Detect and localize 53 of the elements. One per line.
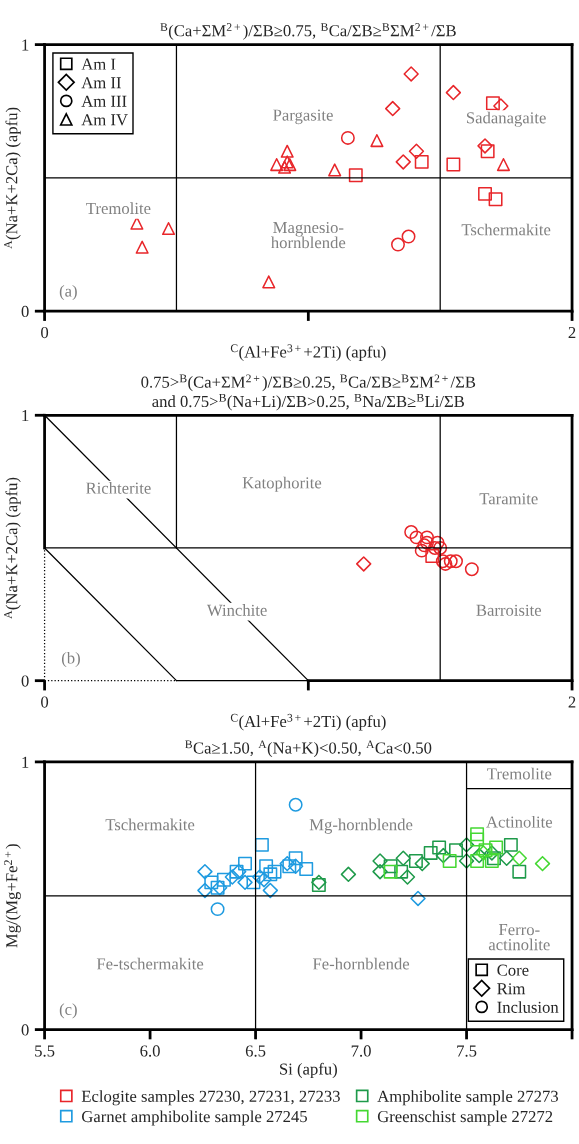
y-tick-label: 1 [22,39,29,51]
legend-label: Am I [81,58,116,70]
y-tick-label: 1 [22,410,29,422]
y-axis-title: Mg/(Mg+Fe$^{2+}$) [4,844,21,948]
legend-label: Am II [81,77,121,89]
annotation: Fe-hornblende [312,957,410,970]
annotation: Fe-tschermakite [96,957,204,970]
chart-title: 0.75>$^{B}$(Ca+ΣM$^{2+}$)/ΣB≥0.25, $^{B}$Ca/ΣB≥$^{B}$ΣM$^{2+}$/ΣB and 0.75>$^{B}$(Na+Li)/ΣB>0.25, $^{B}$Na/ΣB≥$^{B}$Li/ΣB [141,374,476,411]
x-tick-label: 6.5 [245,1045,266,1057]
annotation: Tremolite [86,202,151,215]
x-tick-label: 5.5 [35,1045,55,1057]
x-tick-label: 7.5 [457,1045,477,1057]
x-axis-title: $^{C}$(Al+Fe$^{3+}$+2Ti) (apfu) [230,344,386,361]
annotation: Actinolite [486,815,553,828]
chart-title: $^{B}$(Ca+ΣM$^{2+}$)/ΣB≥0.75, $^{B}$Ca/ΣB≥$^{B}$ΣM$^{2+}$/ΣB [160,23,456,40]
x-tick-label: 6.0 [140,1045,160,1057]
x-tick-label: 2 [568,696,576,708]
x-axis-title: Si (apfu) [280,1062,337,1079]
y-axis-title: $^{A}$(Na+K+2Ca) (apfu) [4,107,21,249]
annotation: Winchite [206,604,267,616]
x-tick-label: 2 [568,326,576,339]
annotation: Tschermakite [461,223,551,236]
legend-label: Amphibolite sample 27273 [377,1090,559,1106]
annotation: (b) [61,651,80,667]
legend-label: Core [497,964,529,976]
annotation: Taramite [479,493,538,505]
annotation: Sadanagaite [466,111,546,127]
legend-label: Rim [497,983,526,995]
annotation: Tschermakite [105,818,195,831]
y-tick-label: 1 [22,756,29,768]
annotation: Magnesio- hornblende [270,221,346,249]
annotation: Barroisite [476,604,542,616]
chart-title: $^{B}$Ca≥1.50, $^{A}$(Na+K)<0.50, $^{A}$Ca<0.50 [185,740,432,758]
x-axis-title: $^{C}$(Al+Fe$^{3+}$+2Ti) (apfu) [230,713,386,731]
legend-label: Am IV [81,114,128,126]
annotation: Tremolite [487,767,552,780]
y-axis-title: $^{A}$(Na+K+2Ca) (apfu) [4,477,21,619]
legend-label: Am III [81,95,127,107]
legend-label: Greenschist sample 27272 [377,1110,553,1126]
y-tick-label: 0 [21,1024,29,1036]
annotation: Ferro- actinolite [488,924,550,951]
annotation: Mg-hornblende [309,818,413,834]
annotation: (c) [59,1003,77,1019]
legend-label: Inclusion [497,1001,559,1013]
annotation: Pargasite [273,109,333,125]
annotation: Richterite [86,482,151,494]
annotation: (a) [59,284,77,301]
y-tick-label: 0 [21,675,29,687]
annotation: Katophorite [242,476,322,492]
legend-label: Eclogite samples 27230, 27231, 27233 [81,1090,340,1106]
y-tick-label: 0 [21,305,29,318]
x-tick-label: 7.0 [351,1045,371,1057]
legend-label: Garnet amphibolite sample 27245 [81,1110,307,1126]
